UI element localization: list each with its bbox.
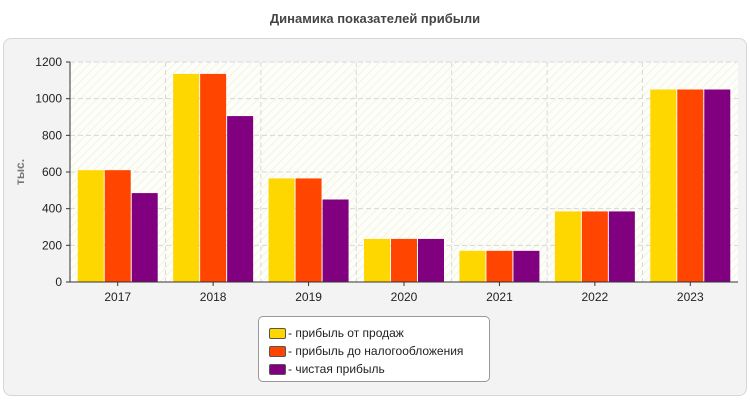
x-tick-label: 2021 [486,290,513,304]
bar-2022-series-2 [581,211,608,282]
bar-2017-series-3 [131,193,158,282]
x-tick-label: 2018 [200,290,227,304]
bar-2023-series-3 [704,89,731,282]
bar-2018-series-2 [200,73,227,283]
bar-2022-series-1 [554,211,581,282]
bar-2018-series-3 [227,116,254,282]
legend-swatch-icon [269,345,286,357]
bar-2018-series-1 [173,73,200,283]
bar-2017-series-1 [77,170,104,282]
x-tick-label: 2022 [582,290,609,304]
legend-label: - прибыль до налогообложения [288,344,464,358]
y-tick-label: 600 [42,165,62,179]
legend-swatch-icon [269,327,286,339]
bar-2021-series-2 [486,250,513,282]
bar-2021-series-3 [513,250,540,282]
bar-2021-series-1 [459,250,486,282]
bar-2020-series-2 [391,238,417,282]
chart-title: Динамика показателей прибыли [269,11,481,26]
bar-2020-series-1 [364,238,390,282]
legend-item-pretax-profit: - прибыль до налогообложения [269,342,489,360]
legend: - прибыль от продаж - прибыль до налогоо… [258,316,490,382]
legend-swatch-icon [269,363,286,375]
x-tick-label: 2017 [104,290,131,304]
bar-2023-series-2 [677,89,704,282]
y-tick-label: 1200 [35,55,62,69]
x-tick-label: 2020 [391,290,418,304]
y-tick-label: 0 [55,275,62,289]
bar-2019-series-2 [295,178,322,282]
bar-2019-series-3 [322,199,349,282]
legend-label: - чистая прибыль [288,362,385,376]
y-axis-label: тыс. [13,159,27,185]
x-tick-label: 2019 [295,290,322,304]
x-tick-label: 2023 [677,290,704,304]
legend-item-sales-profit: - прибыль от продаж [269,324,489,342]
x-tick-labels: 2017 2018 2019 2020 2021 2022 2023 [104,282,704,304]
bar-2019-series-1 [268,178,295,282]
bar-2022-series-3 [608,211,635,282]
bars-group [77,73,731,283]
bar-2020-series-3 [418,238,444,282]
legend-item-net-profit: - чистая прибыль [269,360,489,378]
y-tick-label: 400 [42,202,62,216]
y-tick-labels: 0 200 400 600 800 1000 1200 [35,55,70,289]
y-tick-label: 1000 [35,92,62,106]
y-tick-label: 800 [42,128,62,142]
bar-2023-series-1 [650,89,677,282]
y-tick-label: 200 [42,238,62,252]
legend-label: - прибыль от продаж [288,326,404,340]
bar-2017-series-2 [104,170,131,282]
